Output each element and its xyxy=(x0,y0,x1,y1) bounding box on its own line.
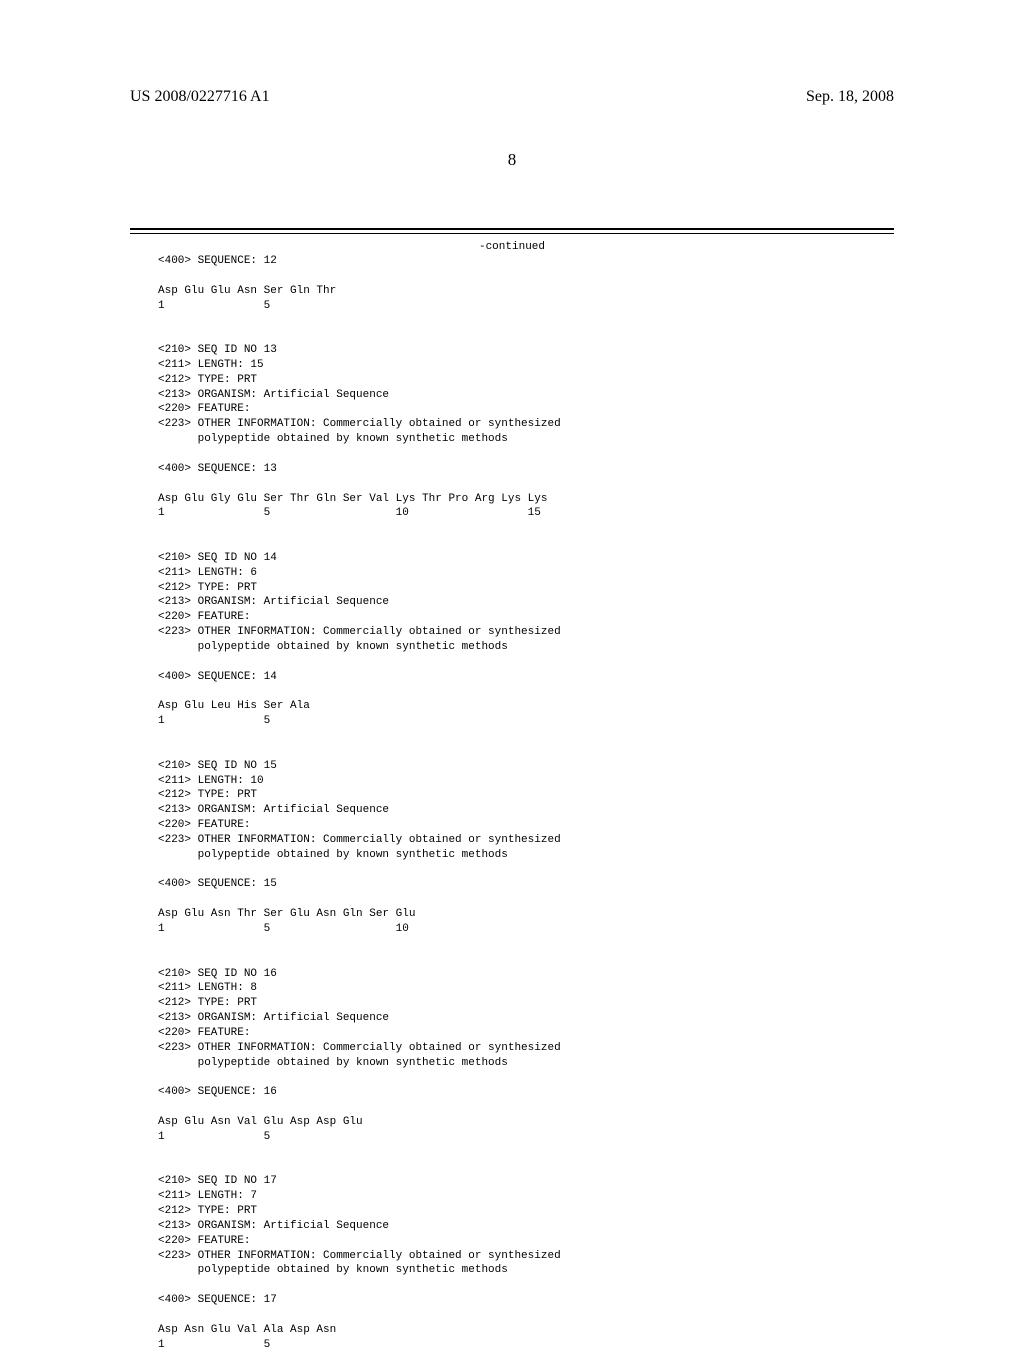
divider-under xyxy=(130,233,894,234)
document-id: US 2008/0227716 A1 xyxy=(130,88,270,106)
continued-label: -continued xyxy=(130,240,894,255)
divider-top xyxy=(130,228,894,230)
sequence-listing: <400> SEQUENCE: 12 Asp Glu Glu Asn Ser G… xyxy=(158,254,878,1352)
document-date: Sep. 18, 2008 xyxy=(806,88,894,106)
page-number: 8 xyxy=(0,150,1024,170)
page-header: US 2008/0227716 A1 Sep. 18, 2008 xyxy=(0,88,1024,106)
